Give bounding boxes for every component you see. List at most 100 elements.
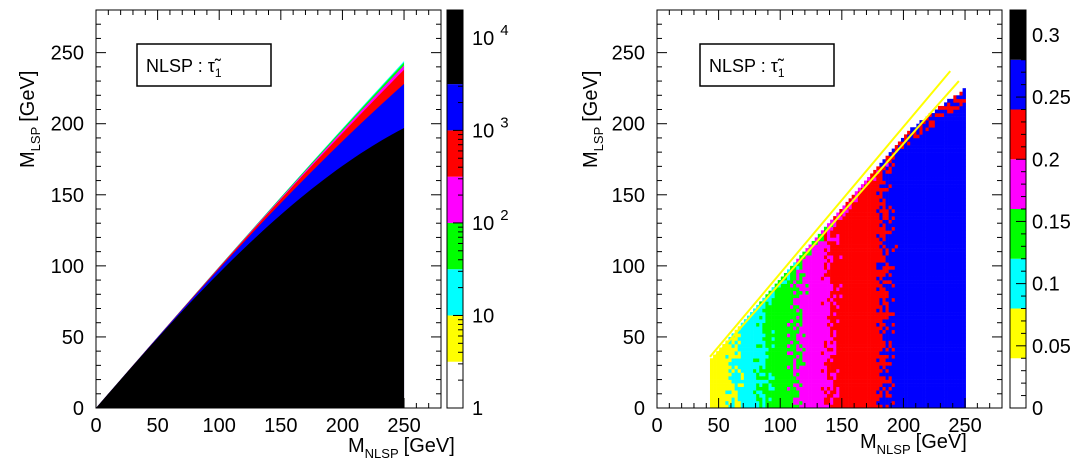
right-cell [882,244,886,249]
right-cell [768,368,772,373]
right-cell [873,308,877,313]
right-cell [959,322,963,327]
right-cell [894,198,899,203]
right-cell [894,169,899,174]
right-cell [959,272,963,277]
right-cell [808,308,812,313]
right-cell [839,269,843,274]
right-cell [882,361,886,366]
right-cell [885,379,889,384]
right-cell [950,397,954,402]
right-cell [783,344,788,348]
right-cell [891,173,896,178]
right-cell [765,400,769,405]
right-cell [931,265,936,270]
right-cell [941,404,945,409]
right-cell [722,383,726,387]
right-cell [894,287,899,292]
right-cell [830,390,834,395]
right-cell [891,251,896,256]
right-cell [713,368,717,373]
right-cell [925,237,929,242]
right-cell [904,198,908,203]
right-cell [879,361,883,366]
right-cell [728,344,732,348]
right-cell [950,340,954,345]
right-cell [783,319,788,324]
right-cell [956,194,960,199]
right-cell [956,322,960,327]
right-cell [904,155,908,160]
right-cell [888,354,893,359]
right-cell [959,130,963,135]
right-cell [830,308,834,313]
right-ylabel: MLSP[GeV] [580,71,606,168]
right-cell [870,248,874,252]
right-cell [725,383,729,387]
right-cell [907,240,911,245]
right-cell [941,344,945,348]
right-cell [934,145,939,149]
right-cell [882,340,886,345]
right-cell [870,351,874,355]
right-cell [836,244,840,249]
right-cell [811,344,816,348]
right-cell [941,194,945,199]
right-cell [904,333,908,338]
left-ytick-label: 250 [51,43,84,65]
right-cell [830,365,834,370]
right-cell [870,290,874,295]
right-cell [777,294,782,299]
right-cell [873,397,877,402]
right-cell [876,230,880,235]
right-cell [962,297,966,302]
right-ytick-label: 150 [612,185,645,207]
right-cell [870,251,874,256]
right-cell [888,404,893,409]
right-cell [808,262,812,267]
right-cell [817,336,822,341]
right-cell [897,361,902,366]
right-cell [709,404,714,409]
right-cell [740,361,745,366]
right-cell [820,379,825,384]
right-cell [934,177,939,181]
right-cell [817,319,822,324]
right-cell [805,308,809,313]
right-cell [956,109,960,114]
right-cell [922,358,926,363]
right-cell [891,368,896,373]
right-cell [941,397,945,402]
right-cell [904,290,908,295]
right-cell [817,379,822,384]
right-cell [953,361,957,366]
right-cell [934,301,939,306]
right-cell [854,376,859,380]
right-cell [774,347,779,352]
right-cell [891,148,896,153]
right-cell [777,397,782,402]
right-cell [950,322,954,327]
right-cell [740,340,745,345]
right-cell [937,177,942,181]
right-cell [937,365,942,370]
right-cell [737,404,742,409]
right-cell [919,187,923,192]
right-cell [962,95,966,100]
right-cell [962,88,966,93]
right-cell [765,383,769,387]
right-cell [796,272,800,277]
right-cell [839,301,843,306]
right-cell [931,162,936,167]
right-cell [870,209,874,213]
right-cell [839,280,843,284]
right-cell [922,379,926,384]
right-cell [947,169,951,174]
right-cell [910,191,914,196]
right-cell [922,248,926,252]
right-cell [885,265,889,270]
right-cell [900,404,905,409]
right-cell [953,351,957,355]
right-cell [900,137,905,142]
right-cell [925,130,929,135]
